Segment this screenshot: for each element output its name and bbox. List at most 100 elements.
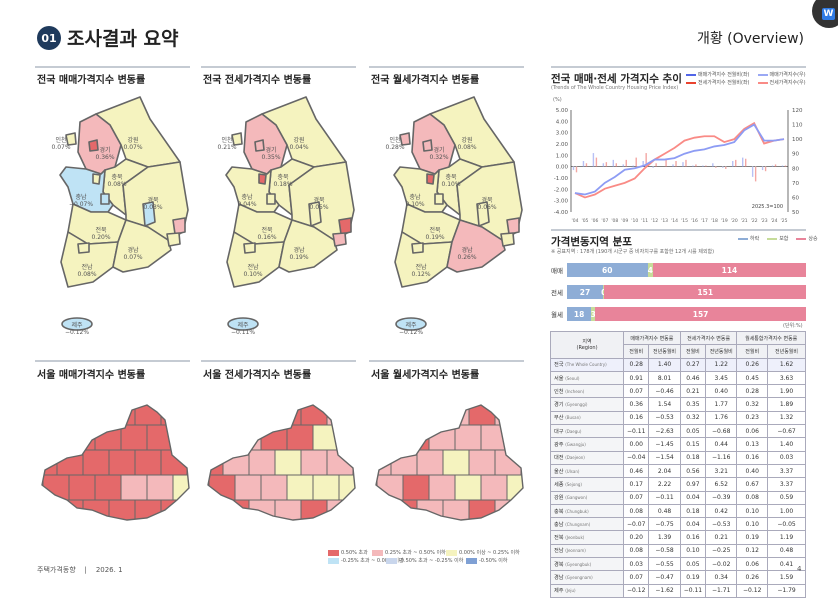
value-cell: 0.06 [736, 424, 769, 439]
table-row: 경북 (Gyeongbuk) 0.03 −0.55 0.05 −0.02 0.06 0.41 [549, 557, 806, 572]
value-cell: 1.59 [767, 570, 806, 585]
footer-date: 2026. 1 [95, 566, 123, 574]
x-tick: '15 [681, 218, 688, 222]
district [442, 499, 470, 520]
region-daegu [476, 201, 490, 227]
korea-map [225, 96, 355, 331]
unit-label: (%) [553, 97, 562, 103]
value-cell: 1.22 [705, 357, 738, 372]
region-sejong [258, 173, 267, 185]
map-label-jeju: 제주 −0.11% [230, 322, 256, 336]
index-line [574, 123, 785, 196]
value-cell: 0.48 [648, 503, 681, 519]
value-cell: 0.40 [705, 384, 738, 399]
page-title: 조사결과 요약 [67, 28, 179, 50]
legend-label: 매매가격지수(우) [769, 72, 806, 78]
dist-row: 매매 60 4 114 [551, 263, 806, 277]
value-cell: 0.08 [736, 490, 769, 505]
district [208, 474, 236, 501]
value-cell: −0.11 [679, 583, 707, 598]
sub-header: 전년동월비 [767, 344, 806, 359]
value-cell: 0.45 [736, 370, 769, 386]
region-jeju [227, 317, 259, 331]
y-left-tick: 1.00 [556, 153, 569, 159]
value-cell: 1.76 [705, 410, 738, 426]
divider [369, 360, 524, 362]
value-cell: 0.20 [623, 530, 650, 545]
x-tick: '24 [771, 218, 778, 222]
value-cell: 1.00 [767, 503, 806, 519]
district [208, 424, 236, 451]
region-jeju [61, 317, 93, 331]
value-cell: 0.18 [679, 450, 707, 465]
region-cell: 충남 (Chungnam) [549, 517, 625, 532]
region-cell: 울산 (Ulsan) [549, 463, 625, 479]
divider [201, 66, 356, 68]
district [146, 474, 174, 501]
map-label-gyeongbuk: 경북 0.05% [309, 197, 329, 211]
map-label-gyeongnam: 경남 0.19% [289, 247, 309, 261]
value-cell: 0.05 [679, 424, 707, 439]
value-cell: 0.27 [679, 357, 707, 372]
district [326, 449, 354, 476]
map-label-chungnam: 충남 −0.07% [68, 194, 94, 208]
district [260, 474, 288, 501]
value-cell: 1.54 [648, 397, 681, 412]
value-cell: 6.52 [705, 477, 738, 492]
region-gwangju [411, 242, 424, 254]
y-right-tick: 100 [792, 137, 803, 143]
value-cell: 0.59 [767, 490, 806, 505]
district [416, 449, 444, 476]
trend-subtitle: (Trends of The Whole Country Housing Pri… [551, 85, 679, 91]
w-icon: W [822, 8, 835, 20]
y-right-tick: 70 [792, 181, 799, 187]
region-ulsan [506, 217, 520, 235]
value-cell: 0.91 [623, 370, 650, 386]
value-cell: 2.04 [648, 463, 681, 479]
value-cell: 0.46 [623, 463, 650, 479]
district [428, 424, 456, 451]
region-gwangju [77, 242, 90, 254]
district [134, 499, 162, 520]
map-label-incheon: 인천 0.21% [217, 137, 237, 151]
map-legend-item: 0.25% 초과 ~ 0.50% 이하 [372, 549, 446, 556]
district [390, 405, 418, 426]
sub-header: 전월비 [736, 344, 769, 359]
district [222, 499, 250, 520]
district [94, 474, 122, 501]
value-cell: −0.53 [705, 517, 738, 532]
district [468, 499, 496, 520]
district [376, 499, 392, 520]
value-cell: 0.18 [679, 503, 707, 519]
district [274, 449, 302, 476]
district [338, 424, 355, 451]
district [402, 424, 430, 451]
value-cell: 3.37 [767, 477, 806, 492]
region-incheon [65, 132, 77, 146]
value-cell: 0.06 [736, 557, 769, 572]
value-cell: −0.12 [623, 583, 650, 598]
map-label-gangwon: 강원 0.08% [457, 137, 477, 151]
value-cell: −0.46 [648, 384, 681, 399]
district [468, 449, 496, 476]
table-row: 세종 (Sejong) 0.17 2.22 0.97 6.52 0.67 3.37 [549, 477, 806, 492]
district [312, 474, 340, 501]
district [248, 499, 276, 520]
district [454, 424, 482, 451]
value-cell: 1.62 [767, 357, 806, 372]
seoul-map-title: 서울 월세가격지수 변동률 [371, 370, 480, 381]
value-cell: 0.03 [767, 450, 806, 465]
sub-header: 전월비 [623, 344, 650, 359]
seoul-outline [207, 404, 356, 521]
x-tick: '10 [631, 218, 638, 222]
map-label-chungbuk: 충북 0.18% [273, 174, 293, 188]
value-cell: −1.16 [705, 450, 738, 465]
value-cell: 0.04 [679, 517, 707, 532]
value-cell: 0.97 [679, 477, 707, 492]
map-label-gyeongbuk: 경북 0.03% [143, 197, 163, 211]
word-app-icon[interactable]: W [812, 0, 838, 28]
district [82, 499, 110, 520]
x-tick: '20 [731, 218, 738, 222]
group-header: 전세가격지수 변동률 [679, 330, 738, 346]
map-label-gyeonggi: 경기 0.32% [429, 147, 449, 161]
